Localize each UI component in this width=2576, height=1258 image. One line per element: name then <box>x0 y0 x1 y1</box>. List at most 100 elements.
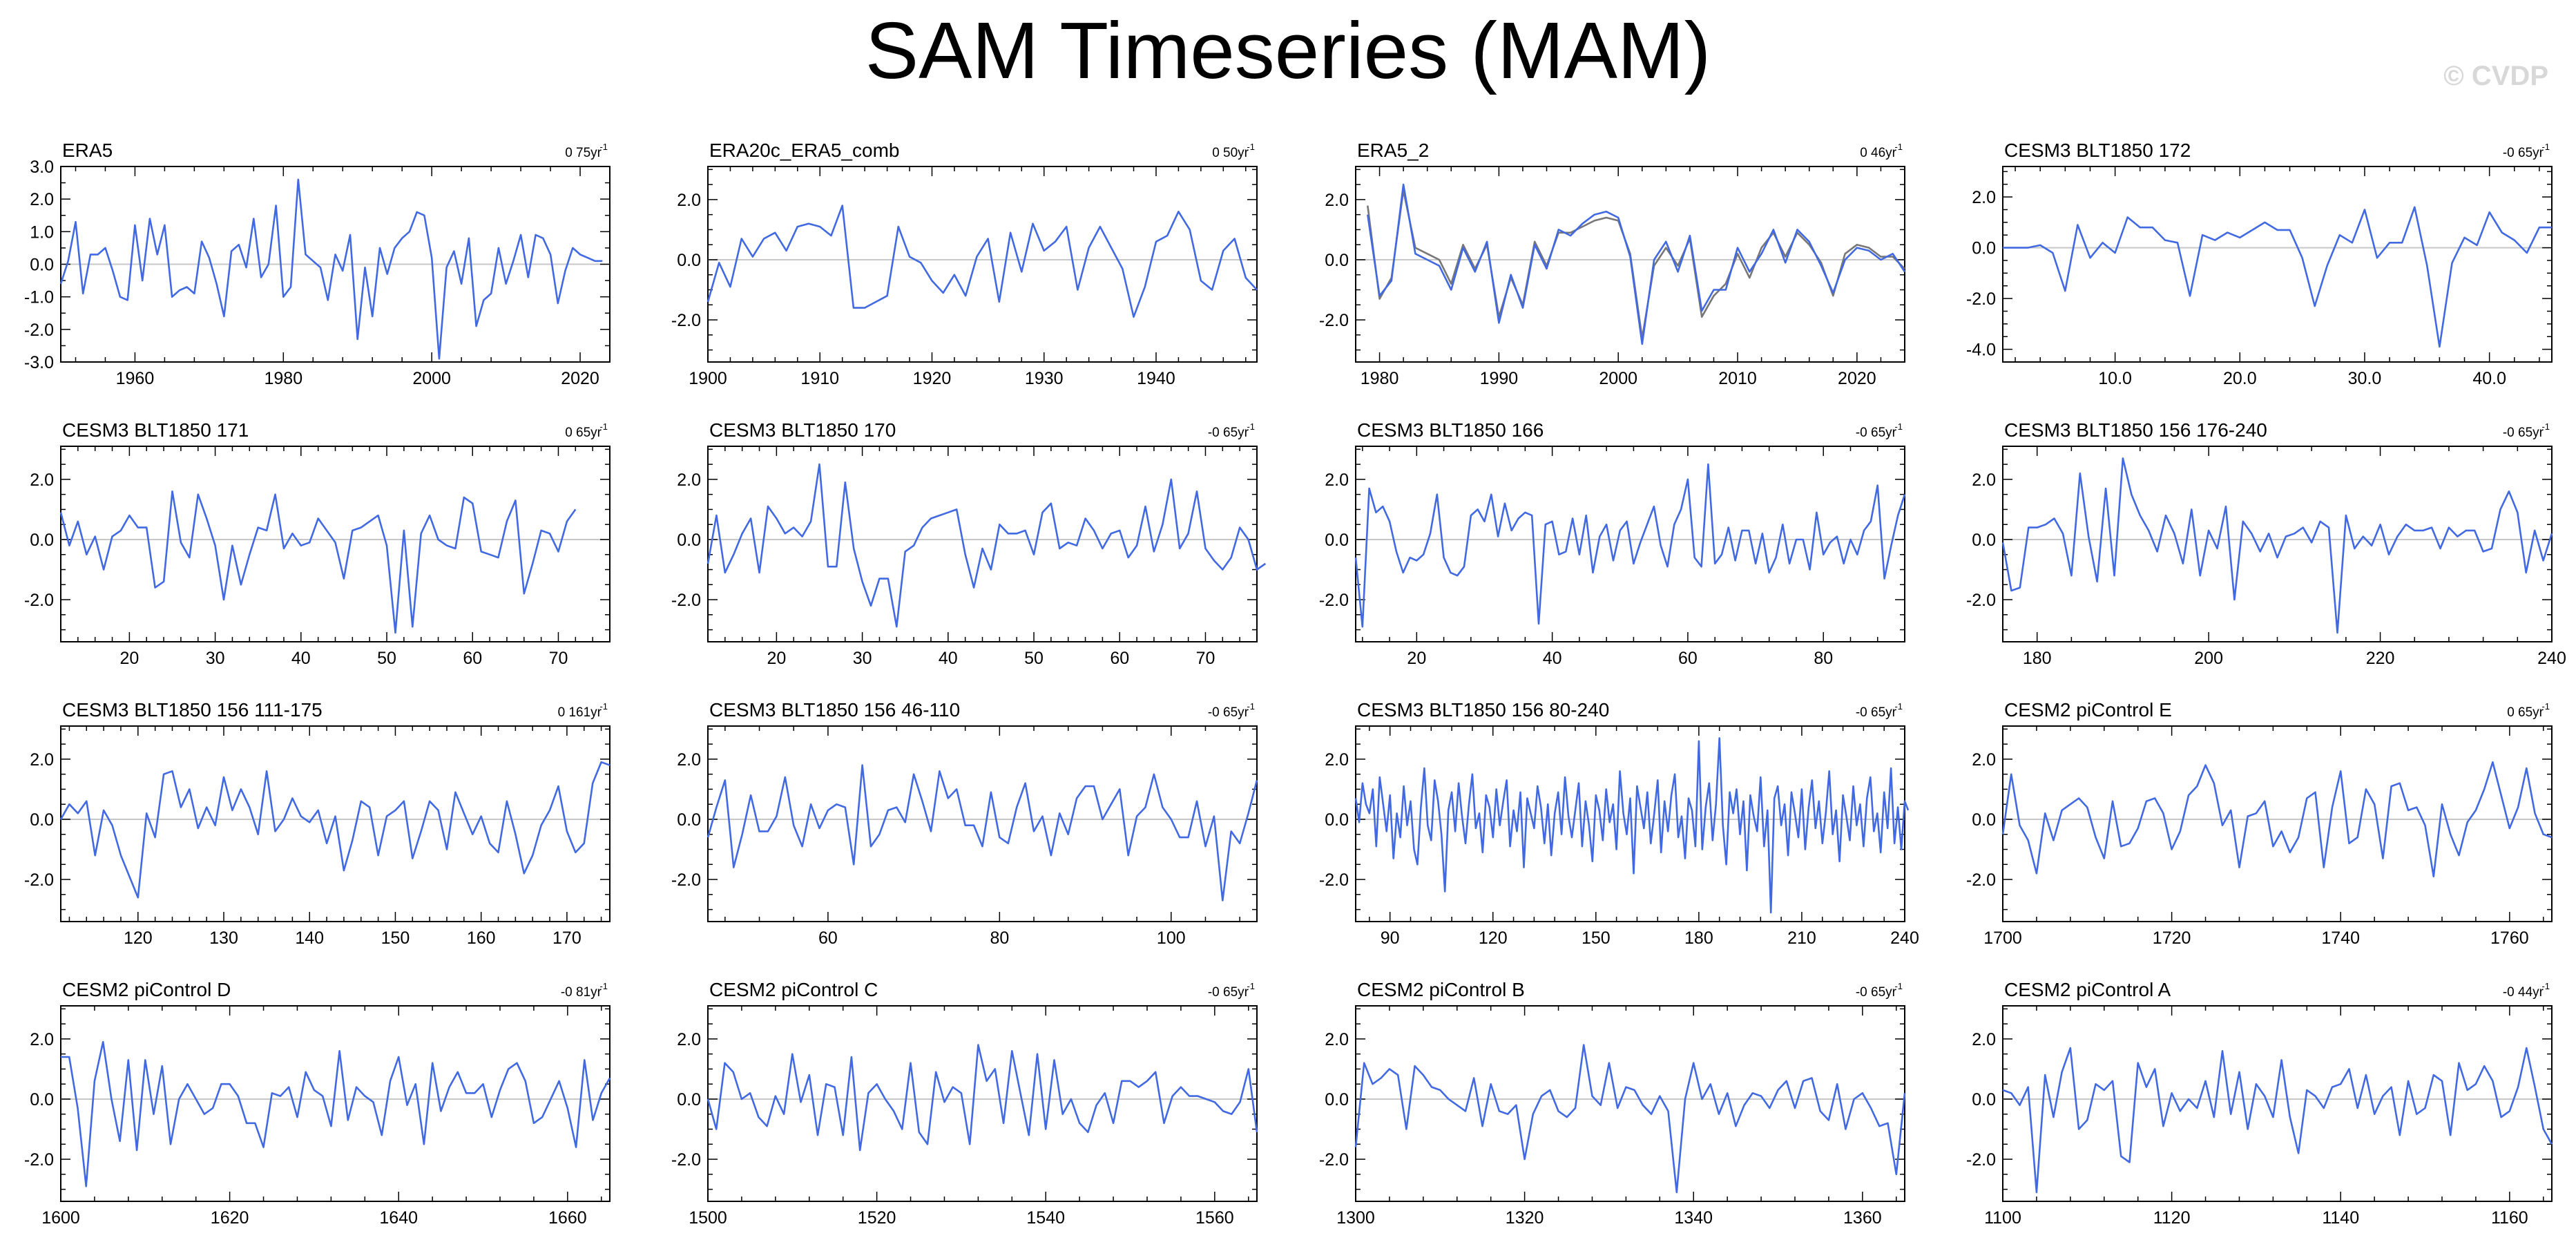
y-tick-label: 0.0 <box>677 1090 701 1109</box>
x-tick-label: 2020 <box>1838 369 1876 388</box>
x-tick-label: 140 <box>295 928 324 948</box>
x-tick-label: 1160 <box>2491 1208 2528 1228</box>
trend-label: -0 81yr <box>561 985 602 1000</box>
x-tick-label: 40 <box>1543 649 1562 668</box>
trend-superscript: -1 <box>2541 981 2550 991</box>
panel-title: CESM3 BLT1850 156 111-175 <box>62 699 323 721</box>
y-tick-label: 1.0 <box>30 222 54 242</box>
x-tick-label: 120 <box>1479 928 1508 948</box>
trend-label: -0 65yr <box>1208 985 1249 1000</box>
trend-superscript: -1 <box>599 142 608 152</box>
panel-title: CESM3 BLT1850 172 <box>2004 140 2191 161</box>
trend-label: -0 65yr <box>1856 426 1897 440</box>
x-tick-label: 160 <box>467 928 496 948</box>
panel-cesm3-blt1850-156-111-175: -2.0 0.0 2.0 120 130 140 150 160 170 CESM3 BLT185… <box>24 699 611 948</box>
x-tick-label: 1990 <box>1480 369 1519 388</box>
x-tick-label: 200 <box>2194 649 2223 668</box>
trend-superscript: -1 <box>2541 701 2550 712</box>
plot-frame <box>1355 166 1905 363</box>
x-tick-label: 120 <box>124 928 153 948</box>
y-tick-label: 0.0 <box>1972 239 1996 258</box>
panel-cesm2-picontrol-e: -2.0 0.0 2.0 1700 1720 1740 1760 CESM2 piContro… <box>1966 699 2553 948</box>
trend-label: -0 65yr <box>1856 985 1897 1000</box>
y-tick-label: 2.0 <box>1325 470 1349 490</box>
x-tick-label: 1760 <box>2490 928 2529 948</box>
x-tick-label: 1100 <box>1984 1208 2021 1228</box>
y-tick-label: 0.0 <box>677 251 701 270</box>
x-tick-label: 1340 <box>1674 1208 1713 1228</box>
x-tick-label: 240 <box>2537 649 2566 668</box>
series-line <box>2001 457 2553 634</box>
trend-superscript: -1 <box>599 421 608 432</box>
x-tick-label: 100 <box>1157 928 1186 948</box>
series-line <box>2002 1047 2553 1194</box>
x-tick-label: 40.0 <box>2472 369 2506 388</box>
series-line <box>2003 206 2552 348</box>
trend-label: 0 65yr <box>565 426 602 440</box>
plot-frame <box>2002 725 2553 922</box>
panel-cesm3-blt1850-156-46-110: -2.0 0.0 2.0 60 80 100 CESM3 BLT1850 156 46-11… <box>671 699 1258 948</box>
series-line <box>707 764 1258 902</box>
y-tick-label: 0.0 <box>30 1090 54 1109</box>
panel-title: CESM3 BLT1850 171 <box>62 419 249 441</box>
series-line <box>59 761 611 899</box>
y-tick-label: 2.0 <box>1972 750 1996 770</box>
series-line <box>59 490 577 634</box>
x-tick-label: 1720 <box>2153 928 2191 948</box>
x-tick-label: 2010 <box>1718 369 1757 388</box>
x-tick-label: 30.0 <box>2348 369 2382 388</box>
x-tick-label: 2000 <box>412 369 451 388</box>
series-line <box>2001 761 2553 877</box>
x-tick-label: 1360 <box>1843 1208 1882 1228</box>
x-tick-label: 1320 <box>1506 1208 1544 1228</box>
trend-superscript: -1 <box>1894 421 1903 432</box>
x-tick-label: 40 <box>291 649 311 668</box>
x-tick-label: 1140 <box>2322 1208 2359 1228</box>
x-tick-label: 60 <box>1678 649 1698 668</box>
y-tick-label: 2.0 <box>1972 470 1996 490</box>
trend-superscript: -1 <box>599 701 608 712</box>
x-tick-label: 80 <box>990 928 1009 948</box>
series-line <box>707 1044 1258 1152</box>
x-tick-label: 30 <box>206 649 225 668</box>
y-tick-label: -2.0 <box>1966 591 1996 610</box>
series-line <box>1354 463 1906 628</box>
plot-frame <box>2002 446 2553 642</box>
x-tick-label: 70 <box>1196 649 1215 668</box>
y-tick-label: 2.0 <box>1325 750 1349 770</box>
y-tick-label: -2.0 <box>671 870 701 890</box>
x-tick-label: 1700 <box>1983 928 2022 948</box>
y-tick-label: -2.0 <box>24 321 54 340</box>
panel-title: CESM3 BLT1850 156 80-240 <box>1357 699 1609 721</box>
plot-frame <box>707 166 1258 363</box>
x-tick-label: 210 <box>1787 928 1816 948</box>
x-tick-label: 1620 <box>211 1208 249 1228</box>
plot-frame <box>1355 446 1905 642</box>
y-tick-label: 0.0 <box>677 810 701 830</box>
trend-superscript: -1 <box>1894 142 1903 152</box>
y-tick-label: 0.0 <box>1325 251 1349 270</box>
x-tick-label: 1300 <box>1336 1208 1375 1228</box>
y-tick-label: 2.0 <box>30 750 54 770</box>
x-tick-label: 1120 <box>2153 1208 2191 1228</box>
trend-label: 0 50yr <box>1212 146 1249 160</box>
panel-cesm2-picontrol-b: -2.0 0.0 2.0 1300 1320 1340 1360 CESM2 piContro… <box>1319 979 1906 1228</box>
panel-title: CESM3 BLT1850 156 176-240 <box>2004 419 2267 441</box>
panel-title: CESM2 piControl C <box>709 979 878 1000</box>
x-tick-label: 60 <box>1110 649 1129 668</box>
x-tick-label: 150 <box>1582 928 1611 948</box>
panel-era5: -3.0 -2.0 -1.0 0.0 1.0 2.0 3.0 1960 1980 2000 2020… <box>24 140 611 388</box>
y-tick-label: 0.0 <box>1325 1090 1349 1109</box>
trend-label: -0 44yr <box>2503 985 2544 1000</box>
x-tick-label: 150 <box>381 928 410 948</box>
x-tick-label: 1500 <box>689 1208 727 1228</box>
y-tick-label: 0.0 <box>1972 810 1996 830</box>
panel-title: CESM2 piControl A <box>2004 979 2171 1000</box>
y-tick-label: 2.0 <box>1972 1030 1996 1049</box>
series-line <box>707 204 1258 318</box>
series-line <box>1354 1044 1906 1194</box>
trend-label: -0 65yr <box>1208 705 1249 720</box>
panel-title: CESM3 BLT1850 166 <box>1357 419 1544 441</box>
trend-label: 0 75yr <box>565 146 602 160</box>
